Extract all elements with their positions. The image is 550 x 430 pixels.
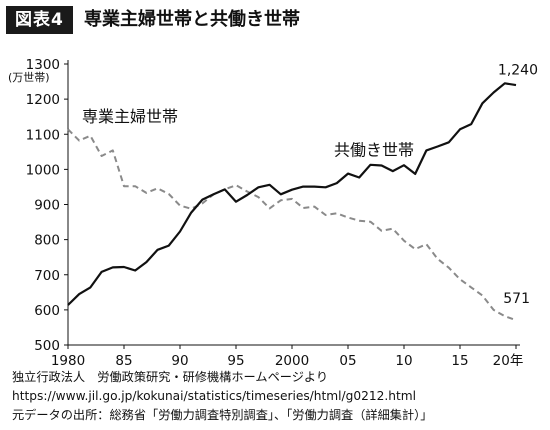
line-chart: 500 600 700 800 900 1000 1100 1200 1300 1980 85 90 9… — [8, 57, 538, 366]
chart-ticks: 500 600 700 800 900 1000 1100 1200 1300 1980 85 90 9… — [26, 57, 524, 366]
figure-header: 図表4 専業主婦世帯と共働き世帯 — [0, 0, 550, 44]
figure-title: 専業主婦世帯と共働き世帯 — [84, 9, 300, 30]
source-line-original-data: 元データの出所：総務省「労働力調査特別調査」、「労働力調査（詳細集計）」 — [12, 408, 433, 422]
y-tick-label: 1200 — [26, 92, 60, 108]
y-tick-label: 1100 — [26, 127, 60, 143]
chart-axes — [67, 60, 520, 346]
y-tick-label: 600 — [34, 303, 60, 319]
series-line-housewife — [67, 128, 517, 322]
x-tick-label: 1980 — [51, 353, 85, 366]
source-line-url: https://www.jil.go.jp/kokunai/statistics… — [12, 389, 417, 403]
series-label-dual-income: 共働き世帯 — [334, 140, 414, 159]
x-tick-label: 20年 — [493, 353, 524, 366]
figure-number-badge: 図表4 — [6, 6, 73, 34]
x-tick-label: 95 — [227, 353, 244, 366]
x-tick-label: 85 — [115, 353, 132, 366]
x-tick-label: 05 — [339, 353, 356, 366]
source-line-publisher: 独立行政法人 労働政策研究・研修機構ホームページより — [12, 370, 329, 384]
y-tick-label: 800 — [34, 233, 60, 249]
x-tick-label: 2000 — [275, 353, 309, 366]
y-tick-label: 900 — [34, 198, 60, 214]
end-label-housewife: 571 — [503, 291, 530, 307]
series-line-dual-income — [67, 82, 517, 306]
chart-series — [67, 82, 517, 322]
y-tick-label: 1300 — [26, 57, 60, 73]
source-notes: 独立行政法人 労働政策研究・研修機構ホームページより https://www.j… — [12, 368, 542, 425]
y-tick-label: 500 — [34, 338, 60, 354]
end-label-dual-income: 1,240 — [498, 63, 538, 79]
y-axis-unit-label: (万世帯) — [8, 71, 50, 84]
x-tick-label: 15 — [451, 353, 468, 366]
x-tick-label: 90 — [171, 353, 188, 366]
y-tick-label: 700 — [34, 268, 60, 284]
series-label-housewife: 専業主婦世帯 — [82, 107, 178, 126]
x-tick-label: 10 — [395, 353, 412, 366]
y-tick-label: 1000 — [26, 162, 60, 178]
